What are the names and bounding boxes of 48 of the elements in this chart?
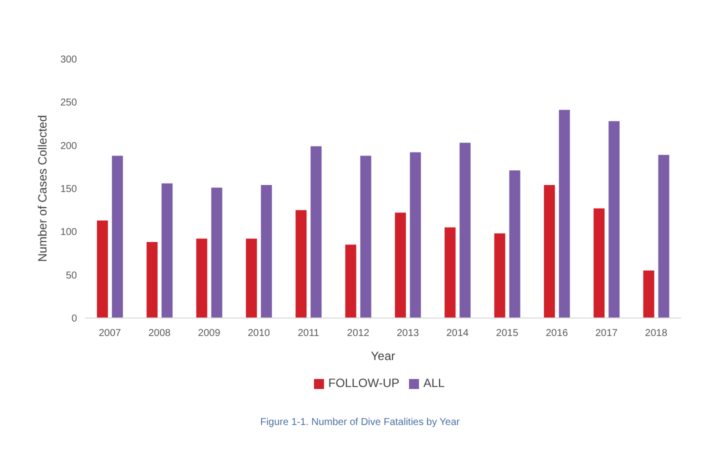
caption: Figure 1-1. Number of Dive Fatalities by Year <box>259 417 461 428</box>
y-tick-label: 200 <box>60 140 78 152</box>
x-tick-label: 2014 <box>446 328 470 340</box>
y-tick-label: 0 <box>71 314 78 325</box>
x-tick-label: 2010 <box>248 328 270 340</box>
legend-label: FOLLOW-UP <box>328 376 400 390</box>
x-axis-title: Year <box>370 349 396 363</box>
bar <box>211 188 222 318</box>
x-tick-label: 2018 <box>645 328 668 340</box>
x-tick-label: 2016 <box>546 328 568 340</box>
bar <box>112 156 123 318</box>
y-tick-label: 100 <box>60 227 78 238</box>
bar <box>196 238 208 318</box>
bar <box>246 238 257 318</box>
bar <box>494 233 506 318</box>
y-tick-label: 50 <box>66 270 78 282</box>
bar <box>260 185 272 318</box>
bar <box>410 152 421 318</box>
bar <box>544 185 555 318</box>
bar <box>162 183 173 318</box>
bar <box>509 170 520 318</box>
x-tick-label: 2007 <box>98 328 122 340</box>
bar <box>296 210 307 318</box>
bar <box>96 220 108 318</box>
bar <box>594 208 605 318</box>
x-tick-label: 2008 <box>148 328 172 340</box>
bar <box>360 156 372 318</box>
bar <box>558 110 570 318</box>
x-tick-label: 2013 <box>396 328 420 340</box>
bar <box>310 146 322 318</box>
bar <box>394 212 406 318</box>
bar <box>658 154 670 318</box>
y-tick-label: 300 <box>60 54 78 66</box>
bar <box>608 121 620 318</box>
y-axis-title: Number of Cases Collected <box>35 115 50 262</box>
x-tick-label: 2009 <box>198 328 221 340</box>
bar <box>146 242 158 318</box>
bar <box>345 244 356 318</box>
x-tick-label: 2011 <box>298 328 320 340</box>
x-tick-label: 2017 <box>595 328 618 340</box>
legend-label: ALL <box>423 376 445 390</box>
bar <box>643 270 654 318</box>
x-tick-label: 2012 <box>347 328 370 340</box>
y-tick-label: 250 <box>60 98 78 109</box>
y-tick-label: 150 <box>60 184 78 196</box>
bar <box>444 227 456 318</box>
x-tick-label: 2015 <box>496 328 519 340</box>
bar <box>460 142 471 318</box>
